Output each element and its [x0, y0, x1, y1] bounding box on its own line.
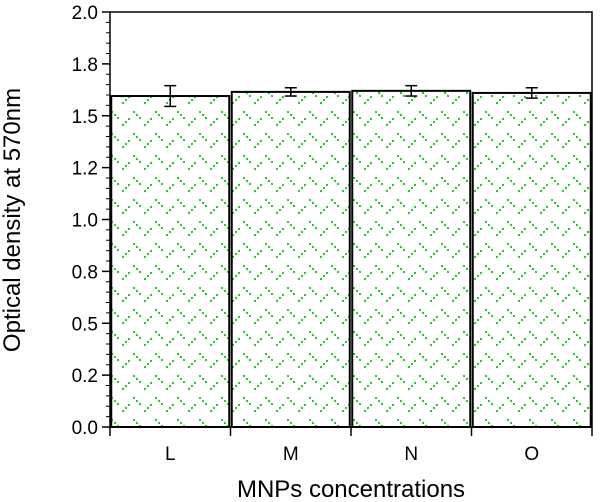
- bar-M: [230, 90, 351, 428]
- y-tick-label: 0.8: [72, 262, 98, 283]
- x-tick-label: N: [404, 444, 418, 465]
- y-tick-label: 0.2: [72, 366, 98, 387]
- error-bar-L: [164, 84, 177, 108]
- y-tick-label: 0.0: [72, 418, 98, 439]
- error-bar-M: [284, 86, 297, 97]
- y-tick-label: 0.5: [72, 314, 98, 335]
- bars-group: [110, 89, 592, 429]
- bar-N: [351, 89, 472, 428]
- error-bars-group: [164, 84, 538, 108]
- y-tick-label: 1.2: [72, 159, 98, 180]
- y-tick-label: 2.0: [72, 3, 98, 24]
- y-axis-title: Optical density at 570nm: [0, 88, 26, 352]
- error-bar-O: [525, 86, 538, 99]
- y-tick-label: 1.8: [72, 55, 98, 76]
- x-tick-label: M: [283, 444, 299, 465]
- x-tick-label: L: [165, 444, 176, 465]
- x-axis: L M N O: [109, 427, 593, 465]
- x-tick-label: O: [524, 444, 539, 465]
- y-tick-label: 1.0: [72, 211, 98, 232]
- error-bar-N: [405, 84, 418, 97]
- bar-O: [471, 91, 592, 429]
- x-axis-title: MNPs concentrations: [237, 476, 465, 502]
- y-tick-label: 1.5: [72, 107, 98, 128]
- y-axis: 0.0 0.2 0.5 0.8 1.0 1.2 1.5 1.8 2.0: [72, 3, 110, 439]
- bar-L: [110, 95, 231, 428]
